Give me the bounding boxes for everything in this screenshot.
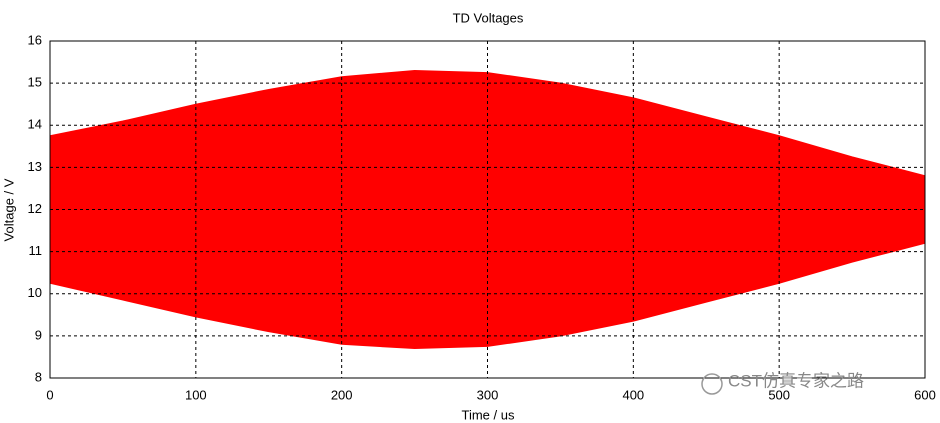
y-tick-label: 8 [35, 369, 42, 384]
y-tick-label: 13 [28, 159, 42, 174]
y-tick-label: 15 [28, 75, 42, 90]
y-tick-label: 9 [35, 327, 42, 342]
x-tick-label: 0 [46, 387, 53, 402]
x-tick-label: 300 [477, 387, 499, 402]
x-tick-label: 200 [331, 387, 353, 402]
x-tick-label: 600 [914, 387, 936, 402]
plot-border [49, 40, 926, 379]
chart-title: TD Voltages [453, 10, 524, 25]
y-tick-label: 14 [28, 117, 42, 132]
x-tick-label: 100 [185, 387, 207, 402]
x-tick-label: 500 [768, 387, 790, 402]
watermark: CST仿真专家之路 [701, 371, 864, 395]
watermark-text: CST仿真专家之路 [728, 371, 864, 390]
x-axis-label: Time / us [462, 407, 515, 422]
watermark-icon [701, 373, 723, 395]
x-tick-label: 400 [622, 387, 644, 402]
y-tick-label: 16 [28, 32, 42, 47]
y-axis-label: Voltage / V [1, 178, 16, 241]
y-tick-label: 12 [28, 201, 42, 216]
y-tick-label: 11 [29, 243, 43, 258]
y-tick-label: 10 [28, 285, 42, 300]
